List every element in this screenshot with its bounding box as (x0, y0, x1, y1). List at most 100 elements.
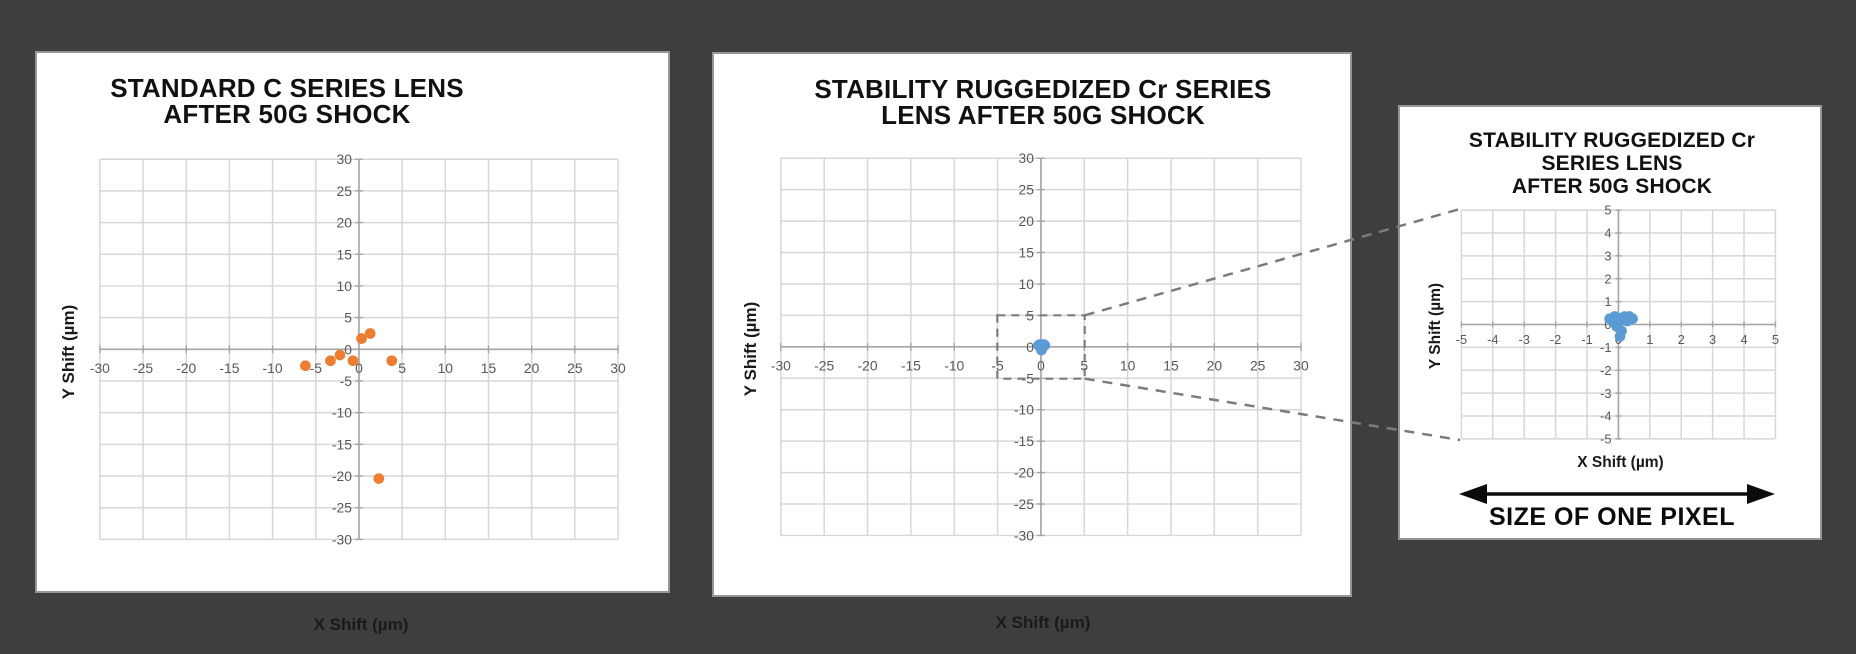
x-tick-label: 5 (398, 360, 406, 376)
x-tick-label: -10 (263, 360, 283, 376)
x-tick-label: -30 (90, 360, 110, 376)
x-axis-title: X Shift (µm) (995, 613, 1091, 632)
y-tick-label: 0 (1026, 339, 1034, 355)
x-tick-label: 4 (1740, 332, 1747, 347)
arrow-head-right (1747, 484, 1775, 504)
x-tick-label: -25 (814, 358, 834, 374)
y-tick-label: 2 (1604, 271, 1611, 286)
y-tick-label: 0 (1604, 317, 1611, 332)
x-tick-label: 0 (355, 360, 363, 376)
y-tick-label: -20 (332, 468, 352, 484)
x-tick-label: 30 (610, 360, 626, 376)
data-point-marker (1621, 315, 1633, 327)
y-tick-label: 5 (1026, 307, 1034, 323)
x-tick-label: 5 (1772, 332, 1779, 347)
data-point-marker (1036, 344, 1047, 356)
x-tick-label: -25 (133, 360, 153, 376)
x-tick-label: 2 (1678, 332, 1685, 347)
pixel-size-arrow (1459, 484, 1775, 504)
x-axis-title: X Shift (µm) (313, 615, 409, 634)
x-tick-label: 1 (1646, 332, 1653, 347)
panel-standard-c-lens: STANDARD C SERIES LENS AFTER 50G SHOCK -3… (35, 51, 670, 634)
x-tick-label: 20 (524, 360, 540, 376)
chart-title-ruggedized-cr-zoom: STABILITY RUGGEDIZED Cr SERIES LENS AFTER … (1468, 129, 1756, 198)
data-points (1033, 339, 1051, 356)
x-tick-label: -30 (771, 358, 791, 374)
y-tick-label: -25 (1014, 496, 1034, 512)
x-tick-label: -15 (901, 358, 921, 374)
y-axis-title: Y Shift (µm) (741, 301, 760, 397)
x-tick-label: -3 (1518, 332, 1529, 347)
pixel-size-label: SIZE OF ONE PIXEL (1488, 503, 1736, 531)
y-tick-label: 3 (1604, 248, 1611, 263)
y-tick-label: 15 (1019, 245, 1035, 261)
y-tick-label: -10 (332, 405, 352, 421)
y-tick-label: 10 (337, 278, 353, 294)
data-point-marker (347, 355, 359, 367)
x-tick-label: 15 (481, 360, 497, 376)
arrow-head-left (1459, 484, 1487, 504)
y-tick-label: -3 (1600, 386, 1611, 401)
x-tick-label: 30 (1293, 358, 1309, 374)
x-tick-label: 0 (1037, 358, 1045, 374)
y-tick-label: 5 (1604, 203, 1611, 218)
tick-labels: -30 -25 -20 -15 -10 -5 0 5 10 15 20 25 30-30-25-20-1… (771, 150, 1309, 543)
panel-ruggedized-cr-zoom: STABILITY RUGGEDIZED Cr SERIES LENS AFTER … (1398, 105, 1822, 540)
x-tick-label: -2 (1550, 332, 1561, 347)
y-tick-label: 20 (1019, 213, 1035, 229)
x-tick-label: 3 (1709, 332, 1716, 347)
y-tick-label: 20 (337, 215, 353, 231)
chart-title-ruggedized-cr: STABILITY RUGGEDIZED Cr SERIES LENS AFTER… (814, 74, 1272, 130)
x-tick-label: 20 (1207, 358, 1223, 374)
x-tick-label: -20 (176, 360, 196, 376)
y-tick-label: -20 (1014, 465, 1034, 481)
data-point-marker (373, 473, 385, 484)
data-point-marker (300, 360, 311, 372)
scatter-chart-standard-c: -30 -25 -20 -15 -10 -5 0 5 10 15 20 25 30-30-25-20-1… (90, 151, 626, 547)
x-tick-label: 25 (1250, 358, 1266, 374)
data-point-marker (386, 355, 398, 367)
y-tick-label: 0 (344, 341, 352, 357)
x-tick-label: 10 (438, 360, 454, 376)
y-tick-label: -30 (332, 531, 352, 547)
x-tick-label: -20 (858, 358, 878, 374)
y-tick-label: 5 (344, 310, 352, 326)
panel-ruggedized-cr-lens: STABILITY RUGGEDIZED Cr SERIES LENS AFTER… (712, 52, 1352, 632)
y-tick-label: -2 (1600, 363, 1611, 378)
tick-labels: -30 -25 -20 -15 -10 -5 0 5 10 15 20 25 30-30-25-20-1… (90, 151, 626, 547)
y-axis-title: Y Shift (µm) (59, 304, 78, 400)
y-tick-label: -25 (332, 500, 352, 516)
x-tick-label: -5 (310, 360, 323, 376)
data-point-marker (325, 355, 336, 367)
data-point-marker (334, 349, 346, 361)
x-tick-label: 10 (1120, 358, 1136, 374)
x-tick-label: -5 (991, 358, 1004, 374)
y-tick-label: -1 (1600, 340, 1611, 355)
chart-title-standard-c: STANDARD C SERIES LENS AFTER 50G SHOCK (110, 73, 464, 129)
y-tick-label: 4 (1604, 226, 1611, 241)
data-point-marker (1614, 331, 1626, 342)
y-tick-label: -5 (1022, 370, 1035, 386)
y-tick-label: 30 (337, 151, 353, 167)
scatter-chart-ruggedized-cr: -30 -25 -20 -15 -10 -5 0 5 10 15 20 25 30-30-25-20-1… (771, 150, 1309, 543)
x-tick-label: 5 (1080, 358, 1088, 374)
y-tick-label: 1 (1604, 294, 1611, 309)
y-tick-label: -10 (1014, 402, 1034, 418)
x-tick-label: 15 (1163, 358, 1179, 374)
x-tick-label: -4 (1487, 332, 1498, 347)
y-tick-label: 15 (337, 246, 353, 262)
data-point-marker (356, 333, 367, 344)
x-tick-label: -10 (944, 358, 964, 374)
data-points (300, 328, 398, 484)
x-axis-title: X Shift (µm) (1577, 454, 1664, 471)
y-tick-label: -5 (340, 373, 353, 389)
x-tick-label: -1 (1581, 332, 1592, 347)
y-tick-label: 25 (337, 183, 353, 199)
data-points (1604, 311, 1638, 342)
x-tick-label: -15 (219, 360, 239, 376)
y-tick-label: -4 (1600, 409, 1611, 424)
y-tick-label: -30 (1014, 527, 1034, 543)
